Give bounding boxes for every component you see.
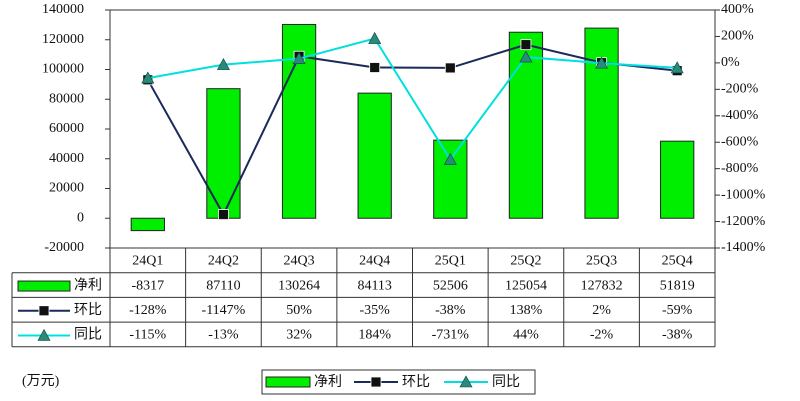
legend-key bbox=[17, 280, 71, 292]
legend-marker bbox=[38, 305, 50, 317]
table-cell: 52506 bbox=[433, 278, 468, 293]
table-cell: -38% bbox=[435, 303, 466, 318]
y2-tick-label: -1400% bbox=[721, 240, 766, 255]
legend-label: 净利 bbox=[314, 374, 342, 390]
table-cell: -8317 bbox=[131, 278, 164, 293]
table-cell: 184% bbox=[358, 328, 391, 343]
table-cell: 44% bbox=[513, 328, 539, 343]
y2-tick-label: 0% bbox=[721, 55, 740, 70]
y2-tick-label: -200% bbox=[721, 82, 759, 97]
marker bbox=[216, 57, 230, 70]
bar bbox=[660, 140, 695, 219]
x-tick-label: 25Q4 bbox=[662, 254, 693, 269]
y-tick-label: 0 bbox=[77, 210, 84, 225]
bar bbox=[206, 88, 241, 219]
marker bbox=[218, 209, 229, 220]
y2-tick-label: 200% bbox=[721, 29, 754, 44]
table-cell: 125054 bbox=[505, 278, 547, 293]
y-tick-label: 40000 bbox=[49, 151, 84, 166]
y-tick-label: 120000 bbox=[42, 32, 84, 47]
table-cell: -2% bbox=[590, 328, 614, 343]
marker bbox=[444, 62, 456, 74]
marker bbox=[141, 71, 155, 84]
plot-frame bbox=[109, 9, 716, 249]
bar bbox=[433, 139, 468, 219]
table-cell: 138% bbox=[510, 303, 543, 318]
table-cell: -13% bbox=[208, 328, 239, 343]
x-tick-label: 25Q1 bbox=[435, 254, 466, 269]
table-series-name: 同比 bbox=[74, 327, 102, 343]
y2-tick-label: -600% bbox=[721, 134, 759, 149]
y-tick-label: 140000 bbox=[42, 2, 84, 17]
marker bbox=[369, 62, 381, 73]
table-cell: 127832 bbox=[581, 278, 623, 293]
table-cell: -35% bbox=[360, 303, 391, 318]
table-cell: 2% bbox=[592, 303, 611, 318]
table-cell: 130264 bbox=[278, 278, 320, 293]
x-tick-label: 25Q2 bbox=[510, 254, 541, 269]
marker bbox=[670, 61, 684, 74]
y2-tick-label: -400% bbox=[721, 108, 759, 123]
table-cell: 84113 bbox=[357, 278, 391, 293]
y2-tick-label: -1000% bbox=[721, 187, 766, 202]
y2-tick-label: 400% bbox=[721, 2, 754, 17]
y-tick-label: -20000 bbox=[44, 240, 84, 255]
table-cell: -1147% bbox=[202, 303, 246, 318]
y-tick-label: 80000 bbox=[49, 91, 84, 106]
x-tick-label: 25Q3 bbox=[586, 254, 617, 269]
legend-marker bbox=[370, 376, 382, 388]
line bbox=[146, 43, 678, 217]
x-tick-label: 24Q1 bbox=[132, 254, 163, 269]
table-cell: 87110 bbox=[206, 278, 240, 293]
legend-label: 同比 bbox=[492, 374, 520, 390]
marker bbox=[595, 56, 609, 69]
legend-key bbox=[265, 376, 311, 388]
line bbox=[147, 37, 678, 162]
table-series-name: 净利 bbox=[74, 277, 102, 293]
bar bbox=[508, 31, 544, 219]
table-cell: 50% bbox=[286, 303, 312, 318]
y-tick-label: 100000 bbox=[42, 62, 84, 77]
y2-tick-label: -800% bbox=[721, 161, 759, 176]
marker bbox=[292, 52, 306, 64]
marker bbox=[443, 152, 457, 165]
bar bbox=[130, 217, 165, 232]
legend-marker bbox=[37, 328, 51, 341]
unit-label: (万元) bbox=[22, 374, 60, 389]
table-cell: -128% bbox=[129, 303, 167, 318]
table-cell: -59% bbox=[662, 303, 693, 318]
y-tick-label: 20000 bbox=[49, 181, 84, 196]
legend-label: 环比 bbox=[402, 374, 430, 390]
x-tick-label: 24Q2 bbox=[208, 254, 239, 269]
table-series-name: 环比 bbox=[74, 302, 102, 318]
marker bbox=[368, 31, 382, 44]
marker bbox=[520, 39, 532, 51]
x-tick-label: 24Q4 bbox=[359, 254, 390, 269]
table-cell: -38% bbox=[662, 328, 693, 343]
table-cell: -115% bbox=[129, 328, 166, 343]
y2-tick-label: -1200% bbox=[721, 214, 766, 229]
marker bbox=[519, 50, 533, 63]
table-cell: 32% bbox=[286, 328, 312, 343]
legend-marker bbox=[459, 375, 473, 388]
table-cell: 51819 bbox=[660, 278, 695, 293]
table-cell: -731% bbox=[432, 328, 470, 343]
y-tick-label: 60000 bbox=[49, 121, 84, 136]
bar bbox=[357, 92, 392, 219]
x-tick-label: 24Q3 bbox=[284, 254, 315, 269]
